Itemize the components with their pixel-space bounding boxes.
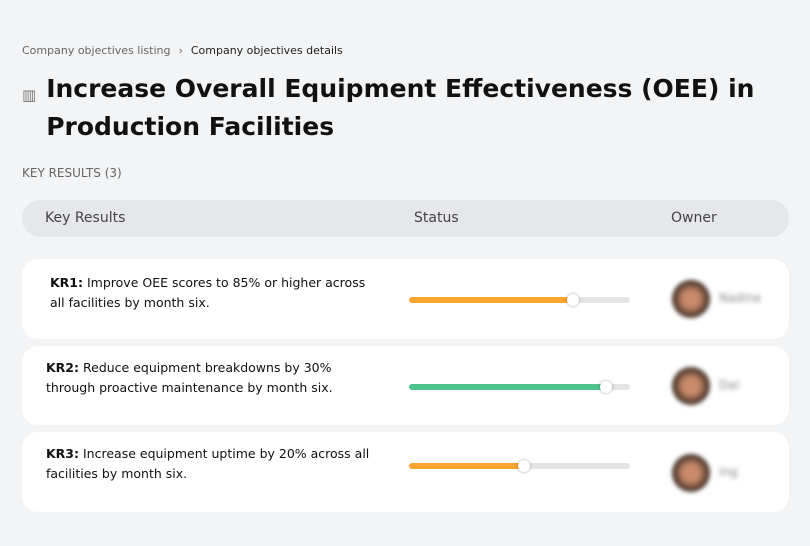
progress-knob[interactable]: [517, 460, 530, 472]
owner-name: Ing: [719, 465, 738, 479]
breadcrumb: Company objectives listing › Company obj…: [22, 44, 343, 57]
key-result-id: KR3:: [46, 446, 80, 461]
owner-name: Dai: [719, 378, 739, 392]
progress-knob[interactable]: [599, 381, 612, 393]
key-result-row[interactable]: KR2: Reduce equipment breakdowns by 30% …: [22, 346, 789, 425]
breadcrumb-parent-link[interactable]: Company objectives listing: [22, 44, 171, 57]
breadcrumb-current: Company objectives details: [190, 44, 343, 57]
owner-avatar: [672, 367, 710, 405]
progress-bar: [409, 460, 630, 472]
owner-avatar: [672, 280, 710, 318]
key-result-text: KR2: Reduce equipment breakdowns by 30% …: [46, 358, 376, 398]
key-result-id: KR1:: [50, 275, 84, 290]
key-result-row[interactable]: KR1: Improve OEE scores to 85% or higher…: [22, 259, 789, 339]
key-results-count: KEY RESULTS (3): [22, 166, 122, 180]
chart-building-icon: ▥: [22, 86, 37, 104]
progress-knob[interactable]: [566, 294, 579, 306]
header-key-results: Key Results: [45, 210, 126, 226]
table-header: Key Results Status Owner: [22, 200, 789, 237]
key-result-text: KR1: Improve OEE scores to 85% or higher…: [50, 273, 380, 313]
page-title-row: ▥ Increase Overall Equipment Effectivene…: [22, 70, 762, 146]
owner-name: Nadine: [719, 291, 762, 305]
key-result-text: KR3: Increase equipment uptime by 20% ac…: [46, 444, 376, 484]
header-status: Status: [414, 210, 459, 226]
owner-avatar: [672, 454, 710, 492]
progress-fill: [409, 297, 573, 303]
breadcrumb-separator: ›: [178, 44, 183, 57]
key-result-description: Reduce equipment breakdowns by 30% throu…: [46, 360, 333, 395]
progress-bar: [409, 381, 630, 393]
key-result-description: Improve OEE scores to 85% or higher acro…: [50, 275, 366, 310]
key-result-description: Increase equipment uptime by 20% across …: [46, 446, 370, 481]
key-result-id: KR2:: [46, 360, 80, 375]
key-result-row[interactable]: KR3: Increase equipment uptime by 20% ac…: [22, 432, 789, 512]
progress-fill: [409, 384, 606, 390]
progress-bar: [409, 294, 630, 306]
page-title: Increase Overall Equipment Effectiveness…: [46, 74, 755, 141]
progress-fill: [409, 463, 524, 469]
header-owner: Owner: [671, 210, 717, 226]
